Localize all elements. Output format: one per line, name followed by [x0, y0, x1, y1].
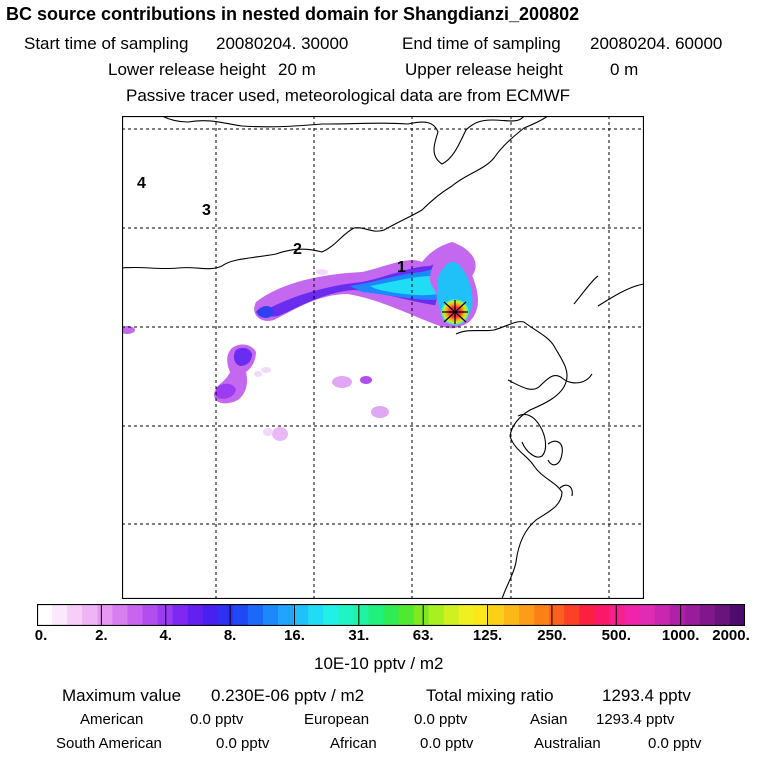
colorbar-cell: [142, 604, 159, 626]
colorbar-tick-label: 1000.: [661, 627, 700, 644]
colorbar-tick-label: 125.: [472, 627, 503, 644]
colorbar-cell: [458, 604, 475, 626]
colorbar-cell: [232, 604, 249, 626]
upper-release-value: 0 m: [610, 60, 639, 79]
colorbar-cell: [247, 604, 264, 626]
colorbar-cell: [564, 604, 580, 626]
region-asian-value: 1293.4 pptv: [596, 711, 675, 728]
colorbar-cell: [353, 604, 369, 626]
colorbar-cell: [534, 604, 550, 626]
colorbar-cell: [82, 604, 98, 626]
map-title: BC source contributions in nested domain…: [6, 4, 580, 24]
colorbar-cell: [714, 604, 731, 626]
region-south-american-value: 0.0 pptv: [216, 735, 270, 752]
contour-label-4: 4: [137, 175, 146, 192]
colorbar-cell: [473, 604, 490, 626]
region-american-value: 0.0 pptv: [190, 711, 244, 728]
region-european-value: 0.0 pptv: [414, 711, 468, 728]
region-south-american-label: South American: [56, 735, 162, 752]
region-asian-label: Asian: [530, 711, 568, 728]
colorbar-cell: [338, 604, 354, 626]
colorbar-tick-label: 8.: [223, 627, 237, 644]
colorbar-tick-label: 250.: [537, 627, 567, 644]
lat-lon-grid: [122, 116, 644, 599]
colorbar-cell: [262, 604, 279, 626]
colorbar-cell: [97, 604, 113, 626]
region-australian-value: 0.0 pptv: [648, 735, 702, 752]
max-value-label: Maximum value: [62, 686, 182, 705]
plume-field: [122, 242, 478, 441]
colorbar-cell: [579, 604, 595, 626]
coastlines: [122, 116, 644, 599]
colorbar-cell: [52, 604, 68, 626]
upper-release-label: Upper release height: [405, 60, 563, 79]
start-time-label: Start time of sampling: [24, 34, 189, 53]
colorbar-tick-label: 4.: [159, 627, 172, 644]
colorbar-cell: [413, 604, 430, 626]
colorbar-cell: [488, 604, 505, 626]
colorbar-cell: [37, 604, 53, 626]
colorbar-cell: [684, 604, 701, 626]
colorbar-tick-label: 0.: [34, 627, 48, 644]
region-american-label: American: [80, 711, 144, 728]
region-african-label: African: [330, 735, 377, 752]
contour-label-3: 3: [202, 202, 211, 219]
colorbar-tick-label: 63.: [412, 627, 434, 644]
colorbar-cell: [729, 604, 745, 626]
lower-release-value: 20 m: [278, 60, 316, 79]
region-european-label: European: [304, 711, 370, 728]
colorbar-cell: [202, 604, 219, 626]
colorbar-cell: [398, 604, 415, 626]
total-mixing-value: 1293.4 pptv: [602, 686, 691, 705]
colorbar-cell: [654, 604, 671, 626]
colorbar-cell: [443, 604, 460, 626]
colorbar-cell: [293, 604, 309, 626]
colorbar-cell: [323, 604, 339, 626]
colorbar-cell: [609, 604, 626, 626]
end-time-value: 20080204. 60000: [590, 34, 723, 53]
colorbar-tick-label: 31.: [348, 627, 370, 644]
colorbar-cell: [383, 604, 400, 626]
colorbar-tick-label: 2000.: [712, 627, 750, 644]
colorbar-cell: [669, 604, 686, 626]
region-australian-label: Australian: [534, 735, 601, 752]
colorbar-cell: [278, 604, 294, 626]
colorbar: [37, 604, 745, 626]
colorbar-cell: [699, 604, 716, 626]
contour-label-1: 1: [397, 259, 406, 276]
colorbar-cell: [428, 604, 445, 626]
receptor-site-marker: [442, 300, 468, 324]
colorbar-cell: [519, 604, 535, 626]
colorbar-cell: [67, 604, 83, 626]
colorbar-tick-label: 500.: [601, 627, 631, 644]
colorbar-cell: [172, 604, 189, 626]
colorbar-cell: [112, 604, 128, 626]
start-time-value: 20080204. 30000: [216, 34, 349, 53]
colorbar-cell: [308, 604, 324, 626]
total-mixing-label: Total mixing ratio: [426, 686, 554, 705]
region-african-value: 0.0 pptv: [420, 735, 474, 752]
colorbar-tick-label: 2.: [95, 627, 108, 644]
map-frame: [122, 116, 644, 599]
max-value: 0.230E-06 pptv / m2: [211, 686, 365, 705]
colorbar-units: 10E-10 pptv / m2: [314, 654, 444, 673]
colorbar-cell: [594, 604, 611, 626]
colorbar-cell: [217, 604, 234, 626]
colorbar-cell: [639, 604, 656, 626]
colorbar-cell: [549, 604, 565, 626]
colorbar-cell: [187, 604, 204, 626]
colorbar-cell: [503, 604, 520, 626]
colorbar-cell: [127, 604, 144, 626]
colorbar-tick-label: 16.: [284, 627, 305, 644]
end-time-label: End time of sampling: [402, 34, 561, 53]
footprint-map: 1 2 3 4: [122, 116, 644, 599]
colorbar-cell: [624, 604, 641, 626]
colorbar-cell: [368, 604, 385, 626]
lower-release-label: Lower release height: [108, 60, 266, 79]
model-note: Passive tracer used, meteorological data…: [126, 86, 571, 105]
contour-label-2: 2: [293, 241, 302, 258]
